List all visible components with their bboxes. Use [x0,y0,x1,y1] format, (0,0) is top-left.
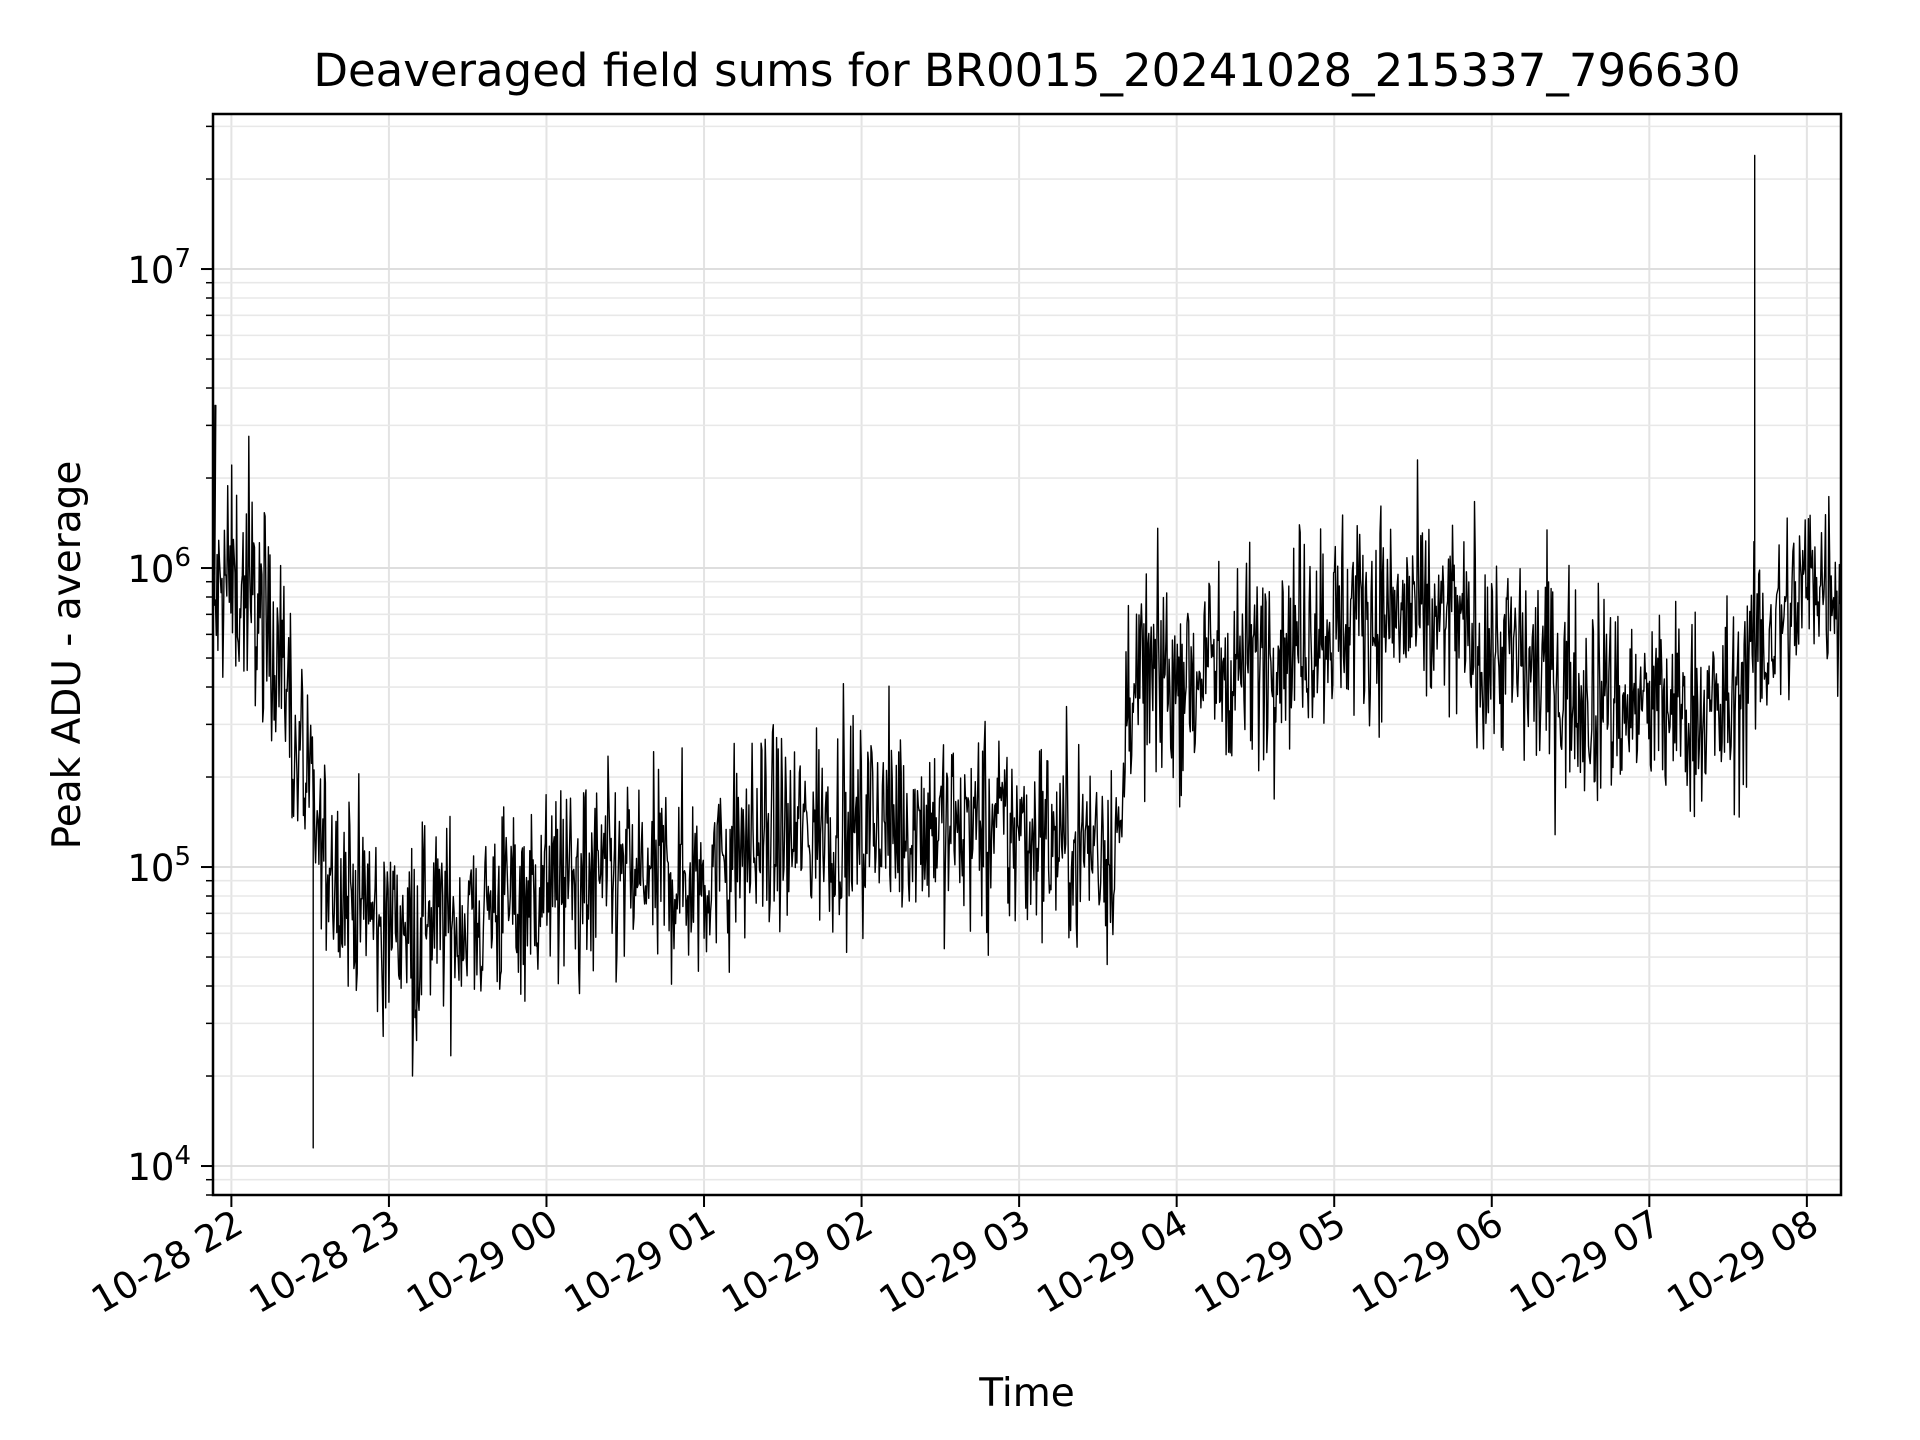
y-tick-label: 105 [127,842,191,890]
chart-title: Deaveraged field sums for BR0015_2024102… [313,44,1740,97]
y-tick-label: 107 [127,244,191,292]
x-axis-label: Time [978,1371,1074,1416]
plot-frame [211,112,1843,1197]
y-axis: 104 105 106 107 [127,125,213,1196]
y-axis-label: Peak ADU - average [45,461,90,850]
y-tick-label: 106 [127,543,191,591]
y-tick-label: 104 [127,1141,191,1189]
plot-area [213,154,1841,1149]
series-line [213,154,1841,1149]
